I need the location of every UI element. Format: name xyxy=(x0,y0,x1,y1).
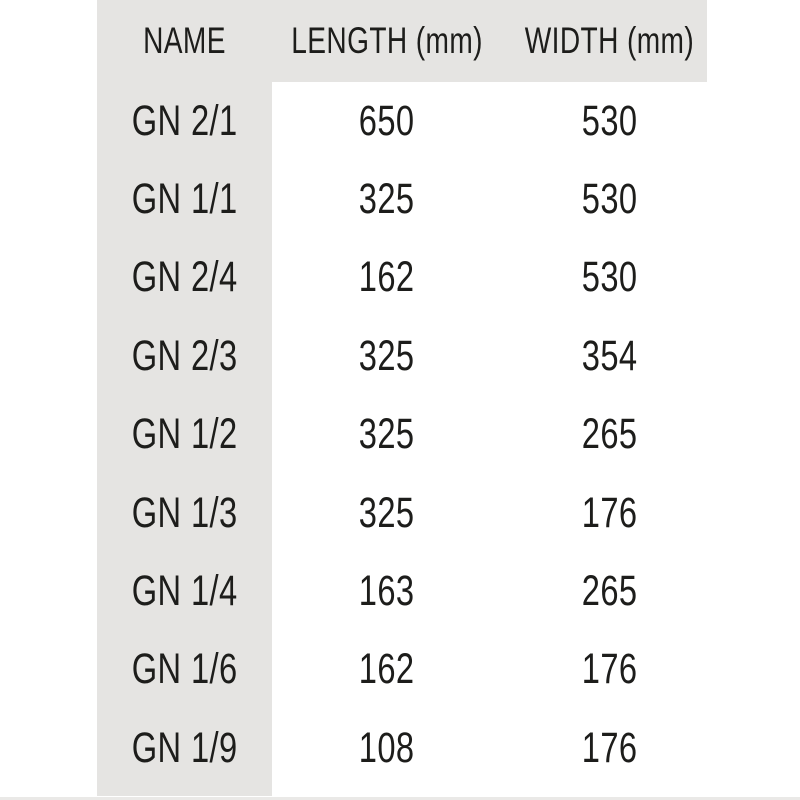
row-name-label: GN 1/1 xyxy=(131,175,238,224)
width-cell: 530 xyxy=(502,239,707,317)
width-cell: 354 xyxy=(502,317,707,395)
row-name-label: GN 1/3 xyxy=(131,488,238,537)
width-cell: 176 xyxy=(502,631,707,709)
length-cell: 162 xyxy=(272,239,502,317)
row-name: GN 1/1 xyxy=(97,160,272,238)
length-value: 325 xyxy=(359,488,415,537)
header-width-label: WIDTH (mm) xyxy=(524,20,695,61)
header-width: WIDTH (mm) xyxy=(502,0,707,82)
row-name-label: GN 2/4 xyxy=(131,253,238,302)
length-cell: 162 xyxy=(272,631,502,709)
row-name: GN 1/9 xyxy=(97,709,272,787)
length-cell: 325 xyxy=(272,317,502,395)
width-cell: 265 xyxy=(502,396,707,474)
header-name-label: NAME xyxy=(143,20,226,61)
row-name: GN 1/2 xyxy=(97,396,272,474)
length-value: 325 xyxy=(359,410,415,459)
length-cell: 163 xyxy=(272,552,502,630)
length-value: 108 xyxy=(359,723,415,772)
row-name-label: GN 2/3 xyxy=(131,331,238,380)
length-value: 163 xyxy=(359,567,415,616)
length-value: 162 xyxy=(359,645,415,694)
row-name-label: GN 2/1 xyxy=(131,96,238,145)
bottom-edge-divider xyxy=(0,797,800,800)
length-value: 650 xyxy=(359,96,415,145)
length-cell: 108 xyxy=(272,709,502,787)
width-cell: 265 xyxy=(502,552,707,630)
width-cell: 176 xyxy=(502,709,707,787)
table-header-row: NAME LENGTH (mm) WIDTH (mm) xyxy=(97,0,707,82)
row-name: GN 1/4 xyxy=(97,552,272,630)
width-value: 354 xyxy=(581,331,638,380)
row-name: GN 1/3 xyxy=(97,474,272,552)
width-value: 176 xyxy=(581,488,638,537)
width-cell: 530 xyxy=(502,82,707,160)
row-name: GN 2/3 xyxy=(97,317,272,395)
width-value: 265 xyxy=(581,410,638,459)
size-table: NAME LENGTH (mm) WIDTH (mm) GN 2/1 650 5… xyxy=(97,0,707,788)
length-value: 162 xyxy=(359,253,415,302)
length-value: 325 xyxy=(359,175,415,224)
width-value: 530 xyxy=(581,175,638,224)
width-cell: 176 xyxy=(502,474,707,552)
row-name: GN 1/6 xyxy=(97,631,272,709)
width-value: 265 xyxy=(581,567,638,616)
row-name-label: GN 1/2 xyxy=(131,410,238,459)
table-body: GN 2/1 650 530 GN 1/1 325 530 GN 2/4 162… xyxy=(97,82,707,788)
width-value: 530 xyxy=(581,253,638,302)
length-cell: 325 xyxy=(272,396,502,474)
header-name: NAME xyxy=(97,0,272,82)
row-name-label: GN 1/4 xyxy=(131,567,238,616)
row-name: GN 2/4 xyxy=(97,239,272,317)
length-cell: 325 xyxy=(272,160,502,238)
header-length-label: LENGTH (mm) xyxy=(291,20,483,61)
width-value: 530 xyxy=(581,96,638,145)
name-column-background xyxy=(97,0,272,796)
row-name: GN 2/1 xyxy=(97,82,272,160)
length-cell: 325 xyxy=(272,474,502,552)
length-cell: 650 xyxy=(272,82,502,160)
width-cell: 530 xyxy=(502,160,707,238)
header-length: LENGTH (mm) xyxy=(272,0,502,82)
row-name-label: GN 1/6 xyxy=(131,645,238,694)
length-value: 325 xyxy=(359,331,415,380)
width-value: 176 xyxy=(581,645,638,694)
row-name-label: GN 1/9 xyxy=(131,723,238,772)
width-value: 176 xyxy=(581,723,638,772)
